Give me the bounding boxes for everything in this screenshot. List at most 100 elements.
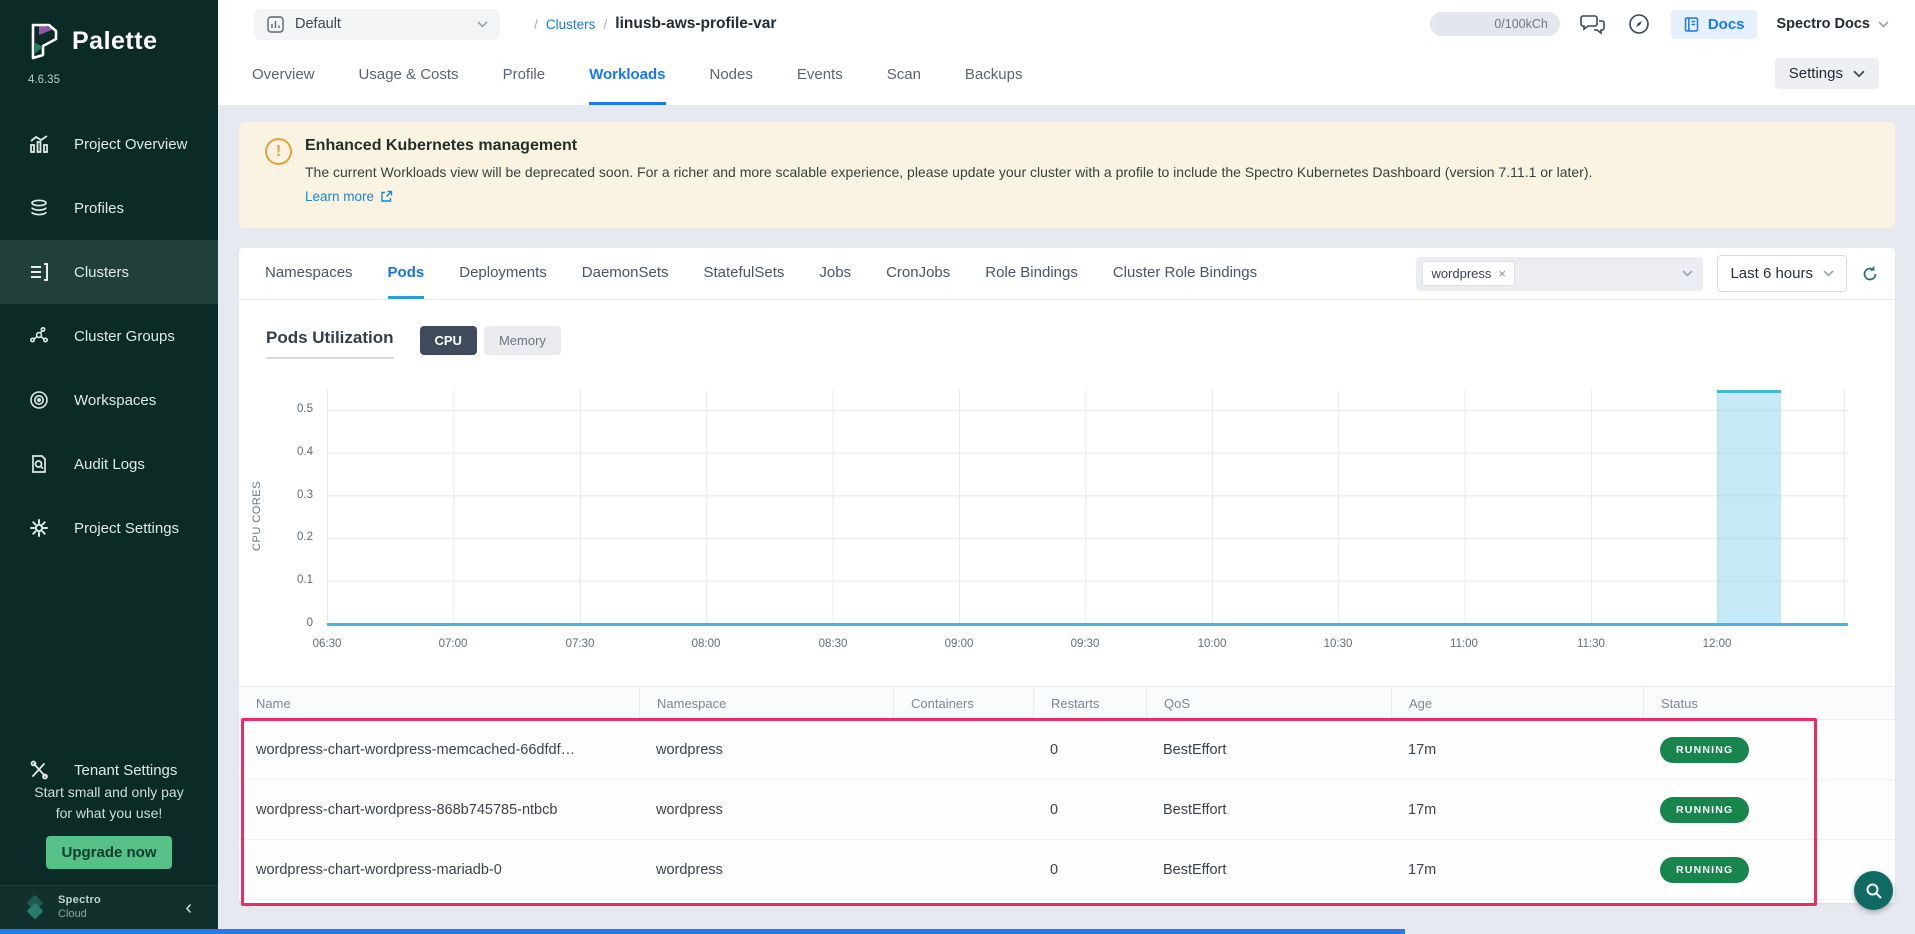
tab-events[interactable]: Events [797,48,843,105]
sidebar-item-workspaces[interactable]: Workspaces [0,368,218,432]
x-tick: 11:00 [1450,638,1478,650]
sidebar-item-audit-logs[interactable]: Audit Logs [0,432,218,496]
subtab-daemonsets[interactable]: DaemonSets [582,248,669,299]
chevron-down-icon [1878,21,1889,28]
pod-qos: BestEffort [1146,742,1391,758]
table-row[interactable]: wordpress-chart-wordpress-868b745785-ntb… [239,780,1895,840]
pod-status: RUNNING [1643,797,1895,823]
promo-line2: for what you use! [0,803,218,824]
time-range-value: Last 6 hours [1730,265,1813,282]
book-icon [1683,16,1700,33]
brand-line1: Spectro [58,894,101,908]
subtab-statefulsets[interactable]: StatefulSets [704,248,785,299]
table-row[interactable]: wordpress-chart-wordpress-mariadb-0 word… [239,840,1895,900]
pod-name: wordpress-chart-wordpress-868b745785-ntb… [239,802,639,818]
sidebar-item-project-settings[interactable]: Project Settings [0,496,218,560]
pod-status: RUNNING [1643,737,1895,763]
subtab-cluster-role-bindings[interactable]: Cluster Role Bindings [1113,248,1257,299]
workload-subtabs: Namespaces Pods Deployments DaemonSets S… [239,248,1895,300]
x-tick: 09:30 [1071,638,1100,650]
topbar-right: 0/100kCh Docs Spectro Docs [1430,10,1889,39]
banner-message: The current Workloads view will be depre… [305,164,1875,180]
search-icon [1865,882,1883,900]
app-version: 4.6.35 [0,64,218,86]
subtab-deployments[interactable]: Deployments [459,248,547,299]
table-row[interactable]: wordpress-chart-wordpress-memcached-66df… [239,720,1895,780]
col-containers: Containers [893,687,1033,719]
sidebar-item-label: Project Settings [74,520,179,537]
pod-namespace: wordpress [639,742,893,758]
pod-age: 17m [1391,862,1643,878]
tab-scan[interactable]: Scan [887,48,921,105]
sidebar-item-profiles[interactable]: Profiles [0,176,218,240]
sidebar-item-label: Tenant Settings [74,762,177,779]
x-tick: 08:30 [819,638,848,650]
subtab-jobs[interactable]: Jobs [819,248,851,299]
filter-tag: wordpress × [1422,261,1515,286]
x-tick: 10:00 [1198,638,1227,650]
learn-more-link[interactable]: Learn more [305,189,393,204]
sidebar-item-project-overview[interactable]: Project Overview [0,112,218,176]
remove-tag-icon[interactable]: × [1498,266,1506,281]
subtab-role-bindings[interactable]: Role Bindings [985,248,1078,299]
x-tick: 08:00 [692,638,721,650]
utilization-header: Pods Utilization CPU Memory [266,324,1895,362]
chevron-down-icon [1823,270,1834,277]
collapse-sidebar-icon[interactable]: ‹ [185,898,192,918]
subtab-cronjobs[interactable]: CronJobs [886,248,950,299]
bottom-accent-bar [0,929,1405,934]
upgrade-now-button[interactable]: Upgrade now [46,836,171,869]
cpu-toggle-button[interactable]: CPU [420,326,477,355]
breadcrumb-clusters-link[interactable]: Clusters [546,17,596,32]
main-area: Default / Clusters / linusb-aws-profile-… [218,0,1915,903]
project-selector[interactable]: Default [254,9,500,40]
settings-button[interactable]: Settings [1775,58,1879,89]
tools-icon [28,759,50,781]
pods-table-header: Name Namespace Containers Restarts QoS A… [239,686,1895,720]
namespace-filter-input[interactable]: wordpress × [1416,257,1703,291]
sidebar-item-cluster-groups[interactable]: Cluster Groups [0,304,218,368]
spectro-docs-menu[interactable]: Spectro Docs [1777,16,1889,32]
refresh-icon[interactable] [1861,265,1879,283]
tab-overview[interactable]: Overview [252,48,315,105]
pods-table-body: wordpress-chart-wordpress-memcached-66df… [239,720,1895,900]
project-selector-value: Default [295,16,341,32]
tab-usage-costs[interactable]: Usage & Costs [359,48,459,105]
pod-namespace: wordpress [639,862,893,878]
tab-workloads[interactable]: Workloads [589,48,665,105]
chart-plot-area[interactable] [327,390,1848,626]
brand-line2: Cloud [58,908,101,922]
sidebar-item-label: Profiles [74,200,124,217]
pod-name: wordpress-chart-wordpress-memcached-66df… [239,742,639,758]
spectro-cloud-logo-icon [22,895,48,921]
col-name: Name [239,687,639,719]
subtab-pods[interactable]: Pods [388,248,425,299]
sidebar-item-clusters[interactable]: Clusters [0,240,218,304]
pod-qos: BestEffort [1146,802,1391,818]
subtab-controls: wordpress × Last 6 hours [1416,248,1879,299]
subtab-namespaces[interactable]: Namespaces [265,248,353,299]
tab-nodes[interactable]: Nodes [710,48,753,105]
pod-restarts: 0 [1033,802,1146,818]
explore-compass-icon[interactable] [1627,12,1651,36]
tab-backups[interactable]: Backups [965,48,1023,105]
status-badge: RUNNING [1660,737,1749,763]
x-tick: 06:30 [313,638,342,650]
sidebar-item-label: Cluster Groups [74,328,175,345]
docs-button[interactable]: Docs [1671,10,1757,39]
chart-icon [28,133,50,155]
tab-profile[interactable]: Profile [503,48,546,105]
usage-quota-pill: 0/100kCh [1430,12,1560,36]
feedback-chat-icon[interactable] [1580,12,1607,36]
time-range-select[interactable]: Last 6 hours [1717,255,1847,292]
y-tick: 0.4 [269,446,313,458]
y-tick: 0.3 [269,489,313,501]
help-search-button[interactable] [1854,871,1893,910]
memory-toggle-button[interactable]: Memory [484,326,561,355]
docs-button-label: Docs [1708,16,1745,33]
col-qos: QoS [1146,687,1391,719]
promo-line1: Start small and only pay [0,782,218,803]
network-icon [28,325,50,347]
app-name: Palette [72,27,157,56]
pod-age: 17m [1391,742,1643,758]
